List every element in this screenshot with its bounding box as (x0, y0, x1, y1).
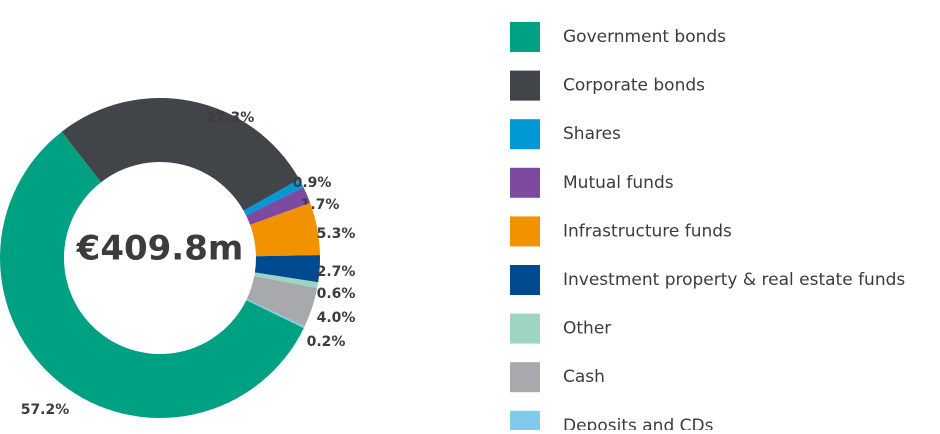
legend-label: Investment property & real estate funds (563, 270, 905, 290)
data-label: 0.9% (293, 175, 332, 191)
data-label: 4.0% (317, 310, 356, 326)
legend-label: Mutual funds (563, 173, 674, 193)
legend-label: Infrastructure funds (563, 221, 732, 241)
legend-label: Shares (563, 124, 621, 144)
data-label: 0.6% (317, 286, 356, 302)
data-label: 0.2% (307, 334, 346, 350)
donut-segment (250, 202, 320, 257)
legend-swatch (510, 362, 540, 393)
donut-segment (254, 255, 321, 283)
legend-swatch (510, 70, 540, 101)
legend-label: Government bonds (563, 27, 726, 47)
legend-swatch (510, 22, 540, 52)
donut-segment (0, 131, 304, 418)
donut-segment (254, 272, 319, 289)
legend-label: Other (563, 319, 611, 339)
center-label: €409.8m (76, 229, 244, 269)
legend-label: Deposits and CDs (563, 416, 714, 430)
legend-swatch (510, 313, 540, 344)
data-label: 2.7% (317, 264, 356, 280)
legend-swatch (510, 410, 540, 434)
legend-swatch (510, 265, 540, 295)
donut-segment (61, 98, 300, 211)
donut-segment (243, 179, 304, 216)
legend-label: Corporate bonds (563, 76, 705, 96)
donut-segment (246, 187, 311, 225)
legend-swatch (510, 119, 540, 150)
legend-swatch (510, 216, 540, 247)
donut-segment (246, 298, 305, 329)
donut-segment (246, 276, 318, 327)
data-label: 27.3% (206, 110, 255, 126)
legend-swatch (510, 167, 540, 198)
legend-label: Cash (563, 367, 605, 387)
data-label: 5.3% (317, 226, 356, 242)
data-label: 57.2% (21, 402, 70, 418)
